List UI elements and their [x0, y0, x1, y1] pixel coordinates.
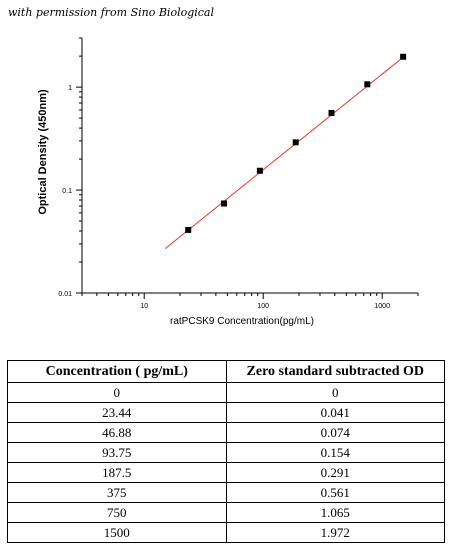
- table-row: 187.5 0.291: [7, 462, 445, 483]
- fit-line-group: [164, 56, 404, 249]
- x-tick-label: 10: [140, 303, 148, 310]
- concentration-cell: 0: [7, 382, 227, 403]
- x-tick-label: 1000: [374, 303, 390, 310]
- data-point: [364, 81, 371, 88]
- od-cell: 1.065: [225, 502, 445, 523]
- data-point: [292, 139, 299, 146]
- data-point: [221, 200, 228, 207]
- column-header-od: Zero standard subtracted OD: [225, 360, 445, 383]
- od-cell: 0.074: [225, 422, 445, 443]
- table-row: 1500 1.972: [7, 522, 445, 543]
- concentration-cell: 187.5: [7, 462, 227, 483]
- concentration-cell: 46.88: [7, 422, 227, 443]
- standard-curve-table: Concentration ( pg/mL) Zero standard sub…: [7, 360, 445, 543]
- od-cell: 0.154: [225, 442, 445, 463]
- table-row: 750 1.065: [7, 502, 445, 523]
- data-point: [400, 53, 407, 60]
- data-points: [185, 53, 407, 233]
- table-row: 93.75 0.154: [7, 442, 445, 463]
- concentration-cell: 1500: [7, 522, 227, 543]
- permission-caption: with permission from Sino Biological: [8, 6, 215, 19]
- x-axis-label: ratPCSK9 Concentration(pg/mL): [170, 316, 314, 327]
- table-body: 0 0 23.44 0.041 46.88 0.074 93.75 0.154 187.5 0.2…: [7, 382, 445, 543]
- od-cell: 1.972: [225, 522, 445, 543]
- y-tick-label: 1: [68, 85, 72, 92]
- concentration-cell: 375: [7, 482, 227, 503]
- axes: 10 100 1000 0.01 0.1 1: [58, 37, 419, 310]
- od-cell: 0.291: [225, 462, 445, 483]
- table-row: 46.88 0.074: [7, 422, 445, 443]
- chart-svg: 10 100 1000 0.01 0.1 1 ratPCSK9 Concentration…: [37, 37, 419, 327]
- table-row: 375 0.561: [7, 482, 445, 503]
- column-header-concentration: Concentration ( pg/mL): [7, 360, 227, 383]
- data-point: [256, 167, 263, 174]
- od-cell: 0.561: [225, 482, 445, 503]
- od-cell: 0.041: [225, 402, 445, 423]
- y-tick-label: 0.01: [58, 291, 72, 298]
- table-header-row: Concentration ( pg/mL) Zero standard sub…: [7, 360, 445, 383]
- concentration-cell: 23.44: [7, 402, 227, 423]
- x-tick-label: 100: [257, 303, 269, 310]
- data-point: [185, 226, 192, 233]
- data-point: [328, 109, 335, 116]
- y-tick-label: 0.1: [62, 188, 72, 195]
- od-cell: 0: [225, 382, 445, 403]
- table-row: 23.44 0.041: [7, 402, 445, 423]
- concentration-cell: 93.75: [7, 442, 227, 463]
- y-axis-label: Optical Density (450nm): [37, 89, 49, 215]
- fit-line: [164, 56, 404, 249]
- chart: 10 100 1000 0.01 0.1 1 ratPCSK9 Concentration…: [37, 37, 419, 327]
- concentration-cell: 750: [7, 502, 227, 523]
